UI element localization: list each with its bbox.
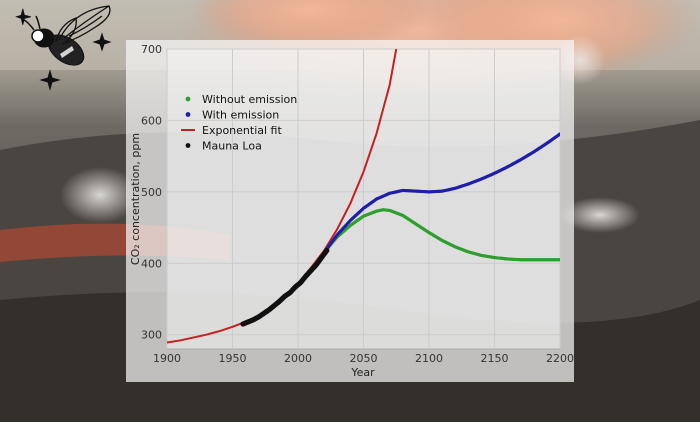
series-with-emission: [325, 132, 560, 251]
x-tick-label: 2150: [481, 352, 509, 365]
x-tick-label: 2050: [350, 352, 378, 365]
legend-label: Without emission: [202, 93, 297, 106]
legend-swatch: [185, 112, 191, 117]
bee-with-sparkles-icon: [15, 5, 112, 91]
y-axis-title: CO₂ concentration, ppm: [129, 133, 142, 265]
legend: Without emission With emission Exponential…: [181, 93, 297, 153]
data-point: [558, 258, 560, 262]
legend-label: Mauna Loa: [202, 140, 262, 153]
series-layer: [167, 49, 560, 344]
x-tick-label: 1900: [153, 352, 181, 365]
grid: [166, 48, 561, 349]
y-tick-label: 400: [141, 257, 162, 270]
x-tick-label: 1950: [219, 352, 247, 365]
legend-label: Exponential fit: [202, 124, 282, 137]
series-without-emission: [325, 208, 560, 262]
series-mauna-loa: [240, 247, 330, 327]
legend-swatch: [185, 143, 191, 148]
x-tick-label: 2200: [546, 352, 574, 365]
data-point: [324, 247, 330, 254]
legend-swatch: [185, 96, 191, 102]
y-tick-label: 500: [141, 186, 162, 199]
data-point: [558, 132, 560, 136]
x-tick-label: 2100: [415, 352, 443, 365]
y-tick-label: 300: [141, 329, 162, 342]
axes: 1900 1950 2000 2050 2100 2150 2200 300 400 500 600…: [141, 43, 574, 365]
x-tick-label: 2000: [284, 352, 312, 365]
y-tick-label: 700: [141, 43, 162, 56]
y-tick-label: 600: [141, 114, 162, 127]
legend-label: With emission: [202, 109, 279, 122]
x-axis-title: Year: [350, 366, 375, 379]
